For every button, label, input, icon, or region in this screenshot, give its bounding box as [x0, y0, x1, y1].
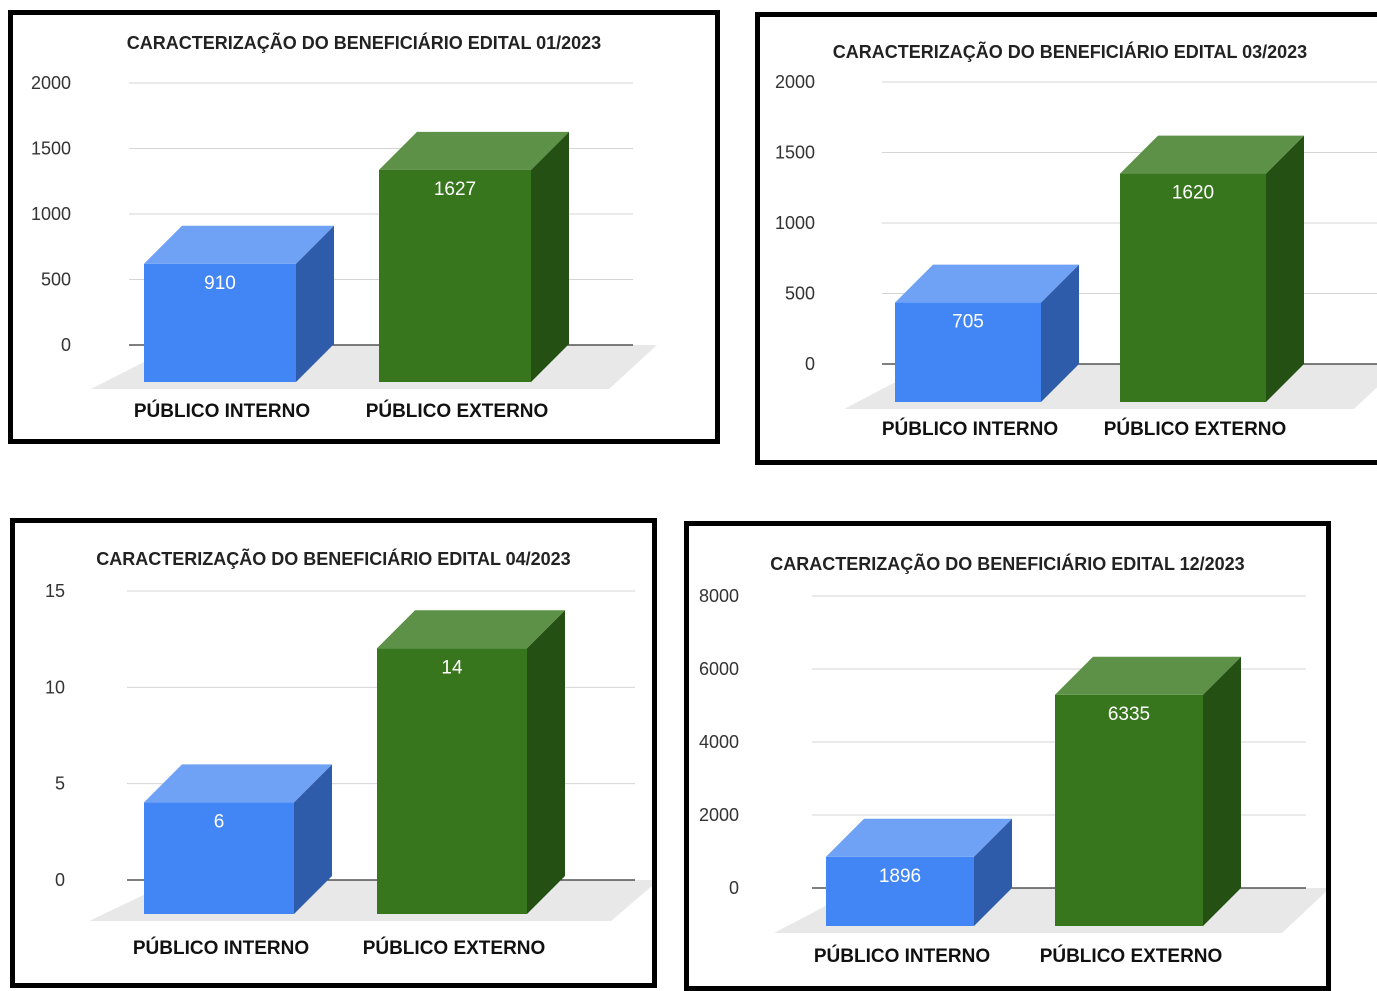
bar-top: [895, 264, 1079, 303]
bar-top: [144, 764, 332, 803]
data-label: 14: [441, 657, 463, 678]
y-tick-label: 1500: [31, 139, 71, 159]
chart-title: CARACTERIZAÇÃO DO BENEFICIÁRIO EDITAL 04…: [96, 549, 571, 569]
y-tick-label: 500: [785, 284, 815, 304]
bar-top: [144, 225, 334, 264]
bar-top: [1055, 656, 1241, 695]
chart-panel-edital-01: CARACTERIZAÇÃO DO BENEFICIÁRIO EDITAL 01…: [8, 10, 720, 444]
data-label: 1896: [879, 866, 921, 887]
bar-publico-externo: 1627: [379, 131, 569, 382]
bar-top: [1120, 135, 1304, 174]
bar-publico-externo: 14: [377, 610, 565, 914]
bar-side: [1041, 264, 1079, 402]
chart-title: CARACTERIZAÇÃO DO BENEFICIÁRIO EDITAL 12…: [770, 554, 1245, 574]
y-tick-label: 5: [55, 774, 65, 794]
data-label: 1620: [1172, 183, 1214, 204]
y-tick-label: 8000: [699, 586, 739, 606]
y-tick-label: 2000: [699, 805, 739, 825]
chart-panel-edital-12: CARACTERIZAÇÃO DO BENEFICIÁRIO EDITAL 12…: [684, 521, 1331, 991]
data-label: 1627: [434, 179, 476, 200]
y-tick-label: 0: [805, 354, 815, 374]
data-label: 6335: [1108, 704, 1150, 725]
bar-side: [296, 225, 334, 382]
bar-front: [1055, 694, 1203, 926]
chart-panel-edital-04: CARACTERIZAÇÃO DO BENEFICIÁRIO EDITAL 04…: [10, 518, 657, 988]
y-tick-label: 4000: [699, 732, 739, 752]
chart-panel-edital-03: CARACTERIZAÇÃO DO BENEFICIÁRIO EDITAL 03…: [755, 12, 1377, 465]
y-tick-label: 0: [55, 870, 65, 890]
bar-front: [895, 302, 1041, 402]
y-tick-label: 6000: [699, 659, 739, 679]
y-tick-label: 1000: [775, 213, 815, 233]
bar-top: [379, 131, 569, 170]
bar-side: [974, 818, 1012, 926]
chart-plot: 0 500 1000 1500 2000 705 PÚBLICO INTERNO 1620 PÚ…: [775, 72, 1377, 440]
bar-front: [379, 169, 531, 382]
y-tick-label: 0: [61, 335, 71, 355]
chart-plot: 0 2000 4000 6000 8000 1896 PÚBLICO INTERNO 6335…: [699, 586, 1326, 967]
bar-front: [1120, 173, 1266, 402]
data-label: 705: [952, 312, 984, 333]
bar-side: [1266, 135, 1304, 402]
data-label: 6: [214, 811, 225, 832]
y-tick-label: 1000: [31, 204, 71, 224]
bar-front: [826, 856, 974, 926]
chart-plot: 0 500 1000 1500 2000 910 PÚBLICO INTERNO 1627 PÚ…: [31, 73, 657, 422]
bar-side: [531, 131, 569, 382]
bar-front: [144, 263, 296, 382]
x-category-label: PÚBLICO EXTERNO: [1040, 945, 1223, 967]
bar-top: [377, 610, 565, 649]
y-tick-label: 10: [45, 677, 65, 697]
bar-side: [294, 764, 332, 914]
x-category-label: PÚBLICO INTERNO: [134, 400, 310, 422]
bar-publico-interno: 910: [144, 225, 334, 382]
x-category-label: PÚBLICO EXTERNO: [366, 400, 549, 422]
x-category-label: PÚBLICO INTERNO: [882, 418, 1058, 440]
y-tick-label: 15: [45, 581, 65, 601]
bar-front: [377, 648, 527, 914]
bar-top: [826, 818, 1012, 857]
x-category-label: PÚBLICO EXTERNO: [1104, 418, 1287, 440]
bar-publico-externo: 6335: [1055, 656, 1241, 926]
bar-publico-externo: 1620: [1120, 135, 1304, 402]
y-tick-label: 500: [41, 270, 71, 290]
y-tick-label: 1500: [775, 143, 815, 163]
bar-side: [527, 610, 565, 914]
bar-publico-interno: 1896: [826, 818, 1012, 926]
chart-title: CARACTERIZAÇÃO DO BENEFICIÁRIO EDITAL 01…: [126, 33, 602, 53]
bar-publico-interno: 6: [144, 764, 332, 914]
chart-plot: 0 5 10 15 6 PÚBLICO INTERNO 14 PÚBLICO EXTERNO: [45, 581, 652, 959]
x-category-label: PÚBLICO EXTERNO: [363, 937, 546, 959]
y-tick-label: 2000: [775, 72, 815, 92]
bar-publico-interno: 705: [895, 264, 1079, 402]
x-category-label: PÚBLICO INTERNO: [133, 937, 309, 959]
y-tick-label: 2000: [31, 73, 71, 93]
bar-side: [1203, 656, 1241, 926]
y-tick-label: 0: [729, 878, 739, 898]
bar-front: [144, 802, 294, 914]
x-category-label: PÚBLICO INTERNO: [814, 945, 990, 967]
chart-title: CARACTERIZAÇÃO DO BENEFICIÁRIO EDITAL 03…: [832, 42, 1308, 62]
data-label: 910: [204, 273, 236, 294]
